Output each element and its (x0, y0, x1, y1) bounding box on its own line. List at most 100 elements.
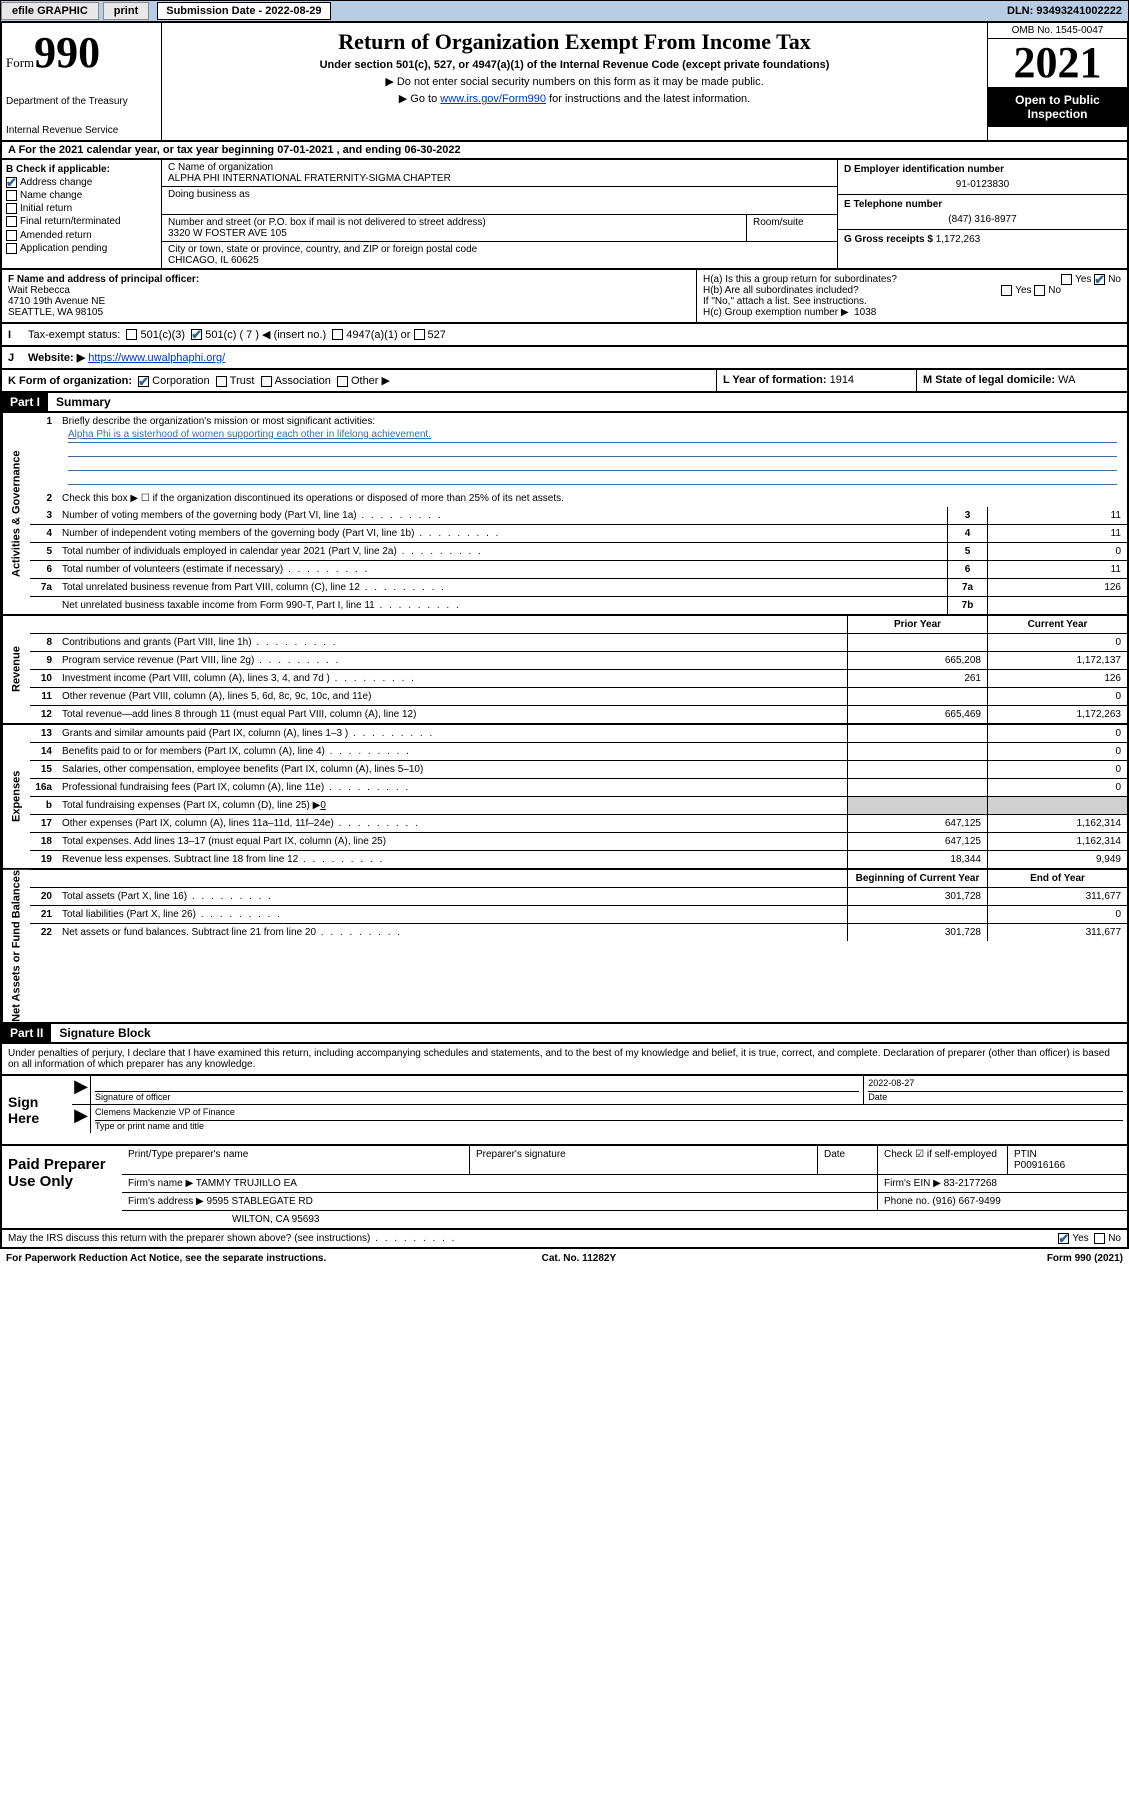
chk-discuss-no[interactable] (1094, 1233, 1105, 1244)
chk-527[interactable] (414, 329, 425, 340)
row-j-website: J Website: ▶ https://www.uwalphaphi.org/ (0, 347, 1129, 370)
officer-name-title: Clemens Mackenzie VP of Finance (95, 1107, 1123, 1121)
row-i-tax-exempt: I Tax-exempt status: 501(c)(3) 501(c) ( … (0, 324, 1129, 347)
irs-label: Internal Revenue Service (6, 125, 157, 136)
entity-block: B Check if applicable: Address change Na… (0, 160, 1129, 270)
gross-receipts: 1,172,263 (936, 234, 981, 245)
subtitle-1: Under section 501(c), 527, or 4947(a)(1)… (172, 59, 977, 71)
vtab-net-assets: Net Assets or Fund Balances (2, 870, 30, 1022)
val-p12: 665,469 (847, 706, 987, 723)
efile-button[interactable]: efile GRAPHIC (1, 2, 99, 20)
chk-other[interactable] (337, 376, 348, 387)
form-footer: Form 990 (2021) (1047, 1253, 1123, 1264)
state-domicile: WA (1058, 374, 1075, 386)
chk-address-change[interactable] (6, 177, 17, 188)
open-to-public: Open to Public Inspection (988, 87, 1127, 127)
sig-date: 2022-08-27 (868, 1078, 1123, 1092)
val-c16a: 0 (987, 779, 1127, 796)
val-c12: 1,172,263 (987, 706, 1127, 723)
tax-year: 2021 (988, 39, 1127, 87)
val-c15: 0 (987, 761, 1127, 778)
print-button[interactable]: print (103, 2, 149, 20)
val-c17: 1,162,314 (987, 815, 1127, 832)
chk-name-change[interactable] (6, 190, 17, 201)
firm-name: TAMMY TRUJILLO EA (196, 1178, 297, 1189)
top-bar: efile GRAPHIC print Submission Date - 20… (0, 0, 1129, 22)
chk-discuss-yes[interactable] (1058, 1233, 1069, 1244)
vtab-expenses: Expenses (2, 725, 30, 868)
ein: 91-0123830 (844, 175, 1121, 190)
val-p10: 261 (847, 670, 987, 687)
part-i-header: Part ISummary (0, 393, 1129, 413)
val-3: 11 (987, 507, 1127, 524)
chk-ha-no[interactable] (1094, 274, 1105, 285)
chk-assoc[interactable] (261, 376, 272, 387)
chk-app-pending[interactable] (6, 243, 17, 254)
vtab-revenue: Revenue (2, 616, 30, 723)
val-7b (987, 597, 1127, 614)
val-c19: 9,949 (987, 851, 1127, 868)
chk-trust[interactable] (216, 376, 227, 387)
firm-ein: 83-2177268 (944, 1178, 997, 1189)
year-formation: 1914 (830, 374, 854, 386)
subtitle-3: ▶ Go to www.irs.gov/Form990 for instruct… (172, 92, 977, 105)
val-p9: 665,208 (847, 652, 987, 669)
signature-declaration: Under penalties of perjury, I declare th… (0, 1044, 1129, 1076)
group-exemption: 1038 (854, 307, 876, 318)
expenses-block: Expenses 13Grants and similar amounts pa… (0, 725, 1129, 870)
paid-preparer-block: Paid Preparer Use Only Print/Type prepar… (0, 1146, 1129, 1230)
form-title: Return of Organization Exempt From Incom… (172, 29, 977, 55)
form-header: Form990 Department of the Treasury Inter… (0, 22, 1129, 142)
city-state-zip: CHICAGO, IL 60625 (168, 255, 831, 266)
vtab-governance: Activities & Governance (2, 413, 30, 614)
revenue-block: Revenue Prior YearCurrent Year 8Contribu… (0, 616, 1129, 725)
subtitle-2: ▶ Do not enter social security numbers o… (172, 75, 977, 88)
chk-ha-yes[interactable] (1061, 274, 1072, 285)
val-7a: 126 (987, 579, 1127, 596)
mission-text: Alpha Phi is a sisterhood of women suppo… (68, 429, 1117, 443)
val-4: 11 (987, 525, 1127, 542)
chk-final-return[interactable] (6, 216, 17, 227)
chk-hb-yes[interactable] (1001, 285, 1012, 296)
val-p19: 18,344 (847, 851, 987, 868)
val-c11: 0 (987, 688, 1127, 705)
val-6: 11 (987, 561, 1127, 578)
val-c14: 0 (987, 743, 1127, 760)
chk-corp[interactable] (138, 376, 149, 387)
omb-number: OMB No. 1545-0047 (988, 23, 1127, 39)
row-a-tax-year: A For the 2021 calendar year, or tax yea… (0, 142, 1129, 160)
val-5: 0 (987, 543, 1127, 560)
street-address: 3320 W FOSTER AVE 105 (168, 228, 740, 239)
chk-amended[interactable] (6, 230, 17, 241)
firm-phone: (916) 667-9499 (932, 1196, 1000, 1207)
val-c8: 0 (987, 634, 1127, 651)
website-link[interactable]: https://www.uwalphaphi.org/ (88, 352, 225, 364)
sign-here-block: Sign Here ▶ Signature of officer 2022-08… (0, 1076, 1129, 1146)
part-ii-header: Part IISignature Block (0, 1024, 1129, 1044)
discuss-row: May the IRS discuss this return with the… (0, 1230, 1129, 1249)
val-b22: 301,728 (847, 924, 987, 941)
phone: (847) 316-8977 (844, 210, 1121, 225)
val-c9: 1,172,137 (987, 652, 1127, 669)
officer-group-block: F Name and address of principal officer:… (0, 270, 1129, 324)
org-name: ALPHA PHI INTERNATIONAL FRATERNITY-SIGMA… (168, 173, 831, 184)
ptin: P00916166 (1014, 1160, 1065, 1171)
cat-no: Cat. No. 11282Y (542, 1253, 616, 1264)
chk-initial-return[interactable] (6, 203, 17, 214)
chk-hb-no[interactable] (1034, 285, 1045, 296)
chk-501c[interactable] (191, 329, 202, 340)
firm-address-2: WILTON, CA 95693 (122, 1211, 1127, 1228)
val-c13: 0 (987, 725, 1127, 742)
form-number: Form990 (6, 27, 157, 78)
chk-501c3[interactable] (126, 329, 137, 340)
val-e21: 0 (987, 906, 1127, 923)
chk-4947[interactable] (332, 329, 343, 340)
val-c10: 126 (987, 670, 1127, 687)
irs-link[interactable]: www.irs.gov/Form990 (440, 93, 546, 105)
box-b: B Check if applicable: Address change Na… (2, 160, 162, 268)
val-e20: 311,677 (987, 888, 1127, 905)
row-klm: K Form of organization: Corporation Trus… (0, 370, 1129, 393)
room-suite-label: Room/suite (747, 215, 837, 241)
officer-name: Wait Rebecca (8, 285, 690, 296)
val-p17: 647,125 (847, 815, 987, 832)
